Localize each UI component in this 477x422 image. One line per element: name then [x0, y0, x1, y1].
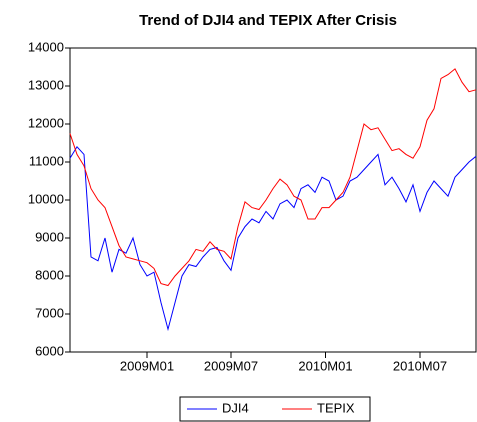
y-tick-label: 6000: [35, 343, 64, 358]
y-tick-label: 10000: [28, 191, 64, 206]
x-tick-label: 2009M01: [120, 358, 174, 373]
y-tick-label: 14000: [28, 39, 64, 54]
legend-label: TEPIX: [317, 400, 355, 415]
x-tick-label: 2010M01: [298, 358, 352, 373]
y-tick-label: 9000: [35, 229, 64, 244]
y-tick-label: 11000: [29, 153, 64, 168]
chart-title: Trend of DJI4 and TEPIX After Crisis: [139, 12, 397, 29]
y-tick-label: 8000: [35, 267, 64, 282]
y-tick-label: 12000: [28, 115, 64, 130]
series-line: [69, 145, 477, 332]
legend-label: DJI4: [222, 400, 249, 415]
x-tick-label: 2010M07: [393, 358, 447, 373]
plot-frame: [69, 47, 477, 353]
x-tick-label: 2009M07: [204, 358, 258, 373]
y-tick-label: 7000: [35, 305, 64, 320]
series-line: [69, 68, 477, 287]
y-tick-label: 13000: [28, 77, 64, 92]
